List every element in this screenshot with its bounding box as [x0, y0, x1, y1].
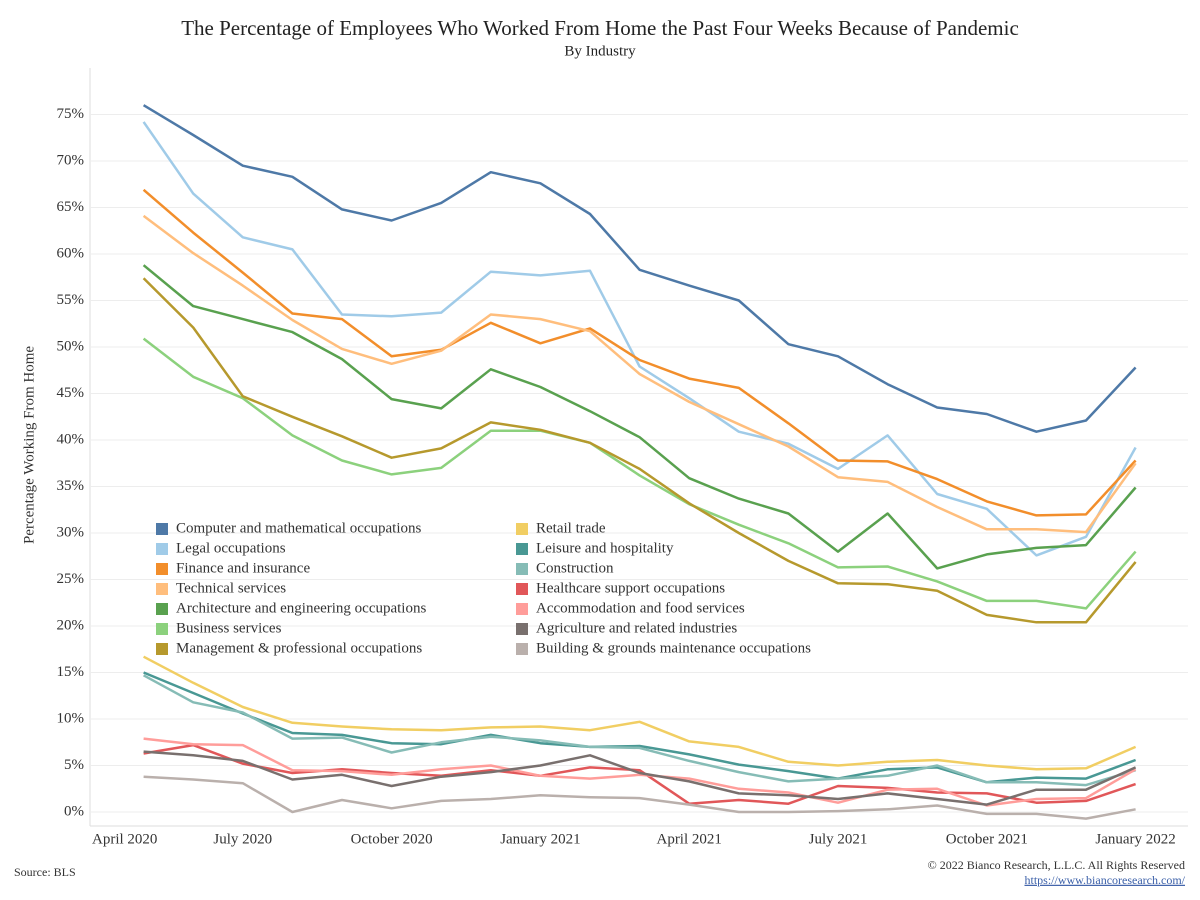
y-tick-label: 60% [57, 245, 85, 261]
series-line [143, 743, 1137, 805]
legend-swatch [156, 603, 168, 615]
series-line [142, 188, 1137, 517]
y-tick-label: 0% [64, 803, 84, 819]
x-tick-label: April 2021 [656, 831, 721, 847]
source: Source: BLS [14, 865, 76, 879]
legend-swatch [156, 563, 168, 575]
legend-label: Computer and mathematical occupations [176, 520, 422, 536]
y-tick-label: 30% [57, 524, 85, 540]
legend-swatch [516, 563, 528, 575]
copyright: © 2022 Bianco Research, L.L.C. All Right… [928, 858, 1185, 872]
legend-label: Retail trade [536, 520, 606, 536]
series-line [142, 277, 1137, 624]
x-tick-label: October 2020 [351, 831, 433, 847]
y-tick-label: 20% [57, 617, 85, 633]
x-tick-label: April 2020 [92, 831, 157, 847]
legend-swatch [156, 643, 168, 655]
chart-subtitle: By Industry [564, 43, 636, 59]
y-tick-label: 10% [57, 710, 85, 726]
legend-swatch [516, 583, 528, 595]
legend-label: Architecture and engineering occupations [176, 600, 426, 616]
legend-label: Technical services [176, 580, 286, 596]
y-tick-label: 50% [57, 338, 85, 354]
series-line [142, 214, 1137, 534]
x-tick-label: July 2020 [213, 831, 272, 847]
series-line [142, 264, 1137, 570]
y-tick-label: 25% [57, 571, 85, 587]
y-tick-label: 65% [57, 199, 85, 215]
legend-swatch [516, 523, 528, 535]
legend-label: Management & professional occupations [176, 640, 422, 656]
series-line [143, 655, 1137, 771]
legend-label: Construction [536, 560, 614, 576]
legend-swatch [516, 623, 528, 635]
legend-label: Leisure and hospitality [536, 540, 674, 556]
legend-swatch [516, 543, 528, 555]
x-tick-label: July 2021 [809, 831, 868, 847]
series-line [143, 750, 1137, 806]
legend-label: Legal occupations [176, 540, 286, 556]
legend-swatch [156, 523, 168, 535]
series-line [142, 337, 1137, 610]
legend-swatch [156, 543, 168, 555]
url-link[interactable]: https://www.biancoresearch.com/ [1024, 873, 1185, 887]
y-tick-label: 15% [57, 664, 85, 680]
y-tick-label: 40% [57, 431, 85, 447]
series-line [142, 121, 1137, 557]
legend-label: Business services [176, 620, 282, 636]
legend-label: Accommodation and food services [536, 600, 745, 616]
y-tick-label: 5% [64, 757, 84, 773]
y-tick-label: 70% [57, 152, 85, 168]
legend-swatch [156, 623, 168, 635]
legend-label: Healthcare support occupations [536, 580, 725, 596]
legend-label: Building & grounds maintenance occupatio… [536, 640, 811, 656]
x-tick-label: January 2021 [500, 831, 580, 847]
y-axis-label: Percentage Working From Home [21, 346, 37, 544]
series-line [143, 737, 1137, 807]
y-tick-label: 45% [57, 385, 85, 401]
legend-swatch [156, 583, 168, 595]
y-tick-label: 35% [57, 478, 85, 494]
legend-label: Agriculture and related industries [536, 620, 737, 636]
legend-swatch [516, 643, 528, 655]
series-line [142, 104, 1137, 433]
y-tick-label: 75% [57, 106, 85, 122]
x-tick-label: January 2022 [1095, 831, 1175, 847]
legend-label: Finance and insurance [176, 560, 310, 576]
x-tick-label: October 2021 [946, 831, 1028, 847]
chart-title: The Percentage of Employees Who Worked F… [181, 16, 1019, 40]
series-line [143, 775, 1136, 820]
y-tick-label: 55% [57, 292, 85, 308]
series-line [143, 674, 1136, 787]
legend-swatch [516, 603, 528, 615]
